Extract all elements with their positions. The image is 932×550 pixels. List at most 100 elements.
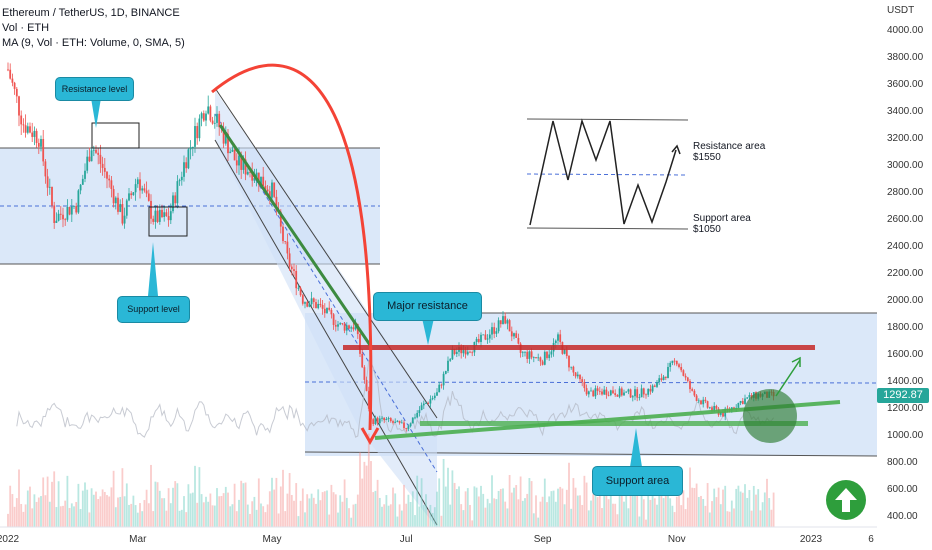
candle-body: [59, 213, 62, 215]
volume-bar: [35, 501, 38, 527]
candle-body: [7, 69, 9, 71]
candle-body: [218, 113, 221, 128]
volume-bar: [535, 495, 537, 527]
volume-bar: [88, 512, 91, 527]
volume-bar: [748, 490, 751, 527]
candle-body: [22, 124, 25, 126]
volume-bar: [246, 504, 249, 527]
volume-bar: [328, 514, 331, 527]
volume-bar: [257, 478, 260, 527]
volume-bar: [706, 483, 709, 527]
volume-bar: [218, 496, 221, 527]
volume-bar: [174, 481, 177, 527]
candle-body: [392, 421, 394, 423]
volume-bar: [411, 491, 414, 527]
volume-bar: [90, 488, 93, 527]
volume-bar: [154, 481, 157, 527]
volume-bar: [383, 504, 386, 527]
candle-body: [51, 186, 53, 206]
candle-body: [704, 399, 707, 402]
volume-bar: [730, 500, 733, 527]
candle-body: [295, 270, 298, 289]
y-tick-label: 3000.00: [887, 160, 924, 171]
volume-bar: [466, 488, 469, 527]
volume-bar: [766, 478, 768, 527]
volume-bar: [180, 509, 183, 527]
candle-body: [310, 298, 313, 305]
candle-body: [299, 287, 302, 296]
candle-body: [323, 308, 326, 314]
volume-bar: [308, 498, 311, 527]
volume-bar: [713, 488, 716, 527]
volume-bar: [638, 516, 641, 527]
volume-bar: [167, 488, 170, 527]
candle-body: [264, 185, 267, 190]
candle-body: [464, 350, 467, 355]
volume-bar: [389, 504, 392, 527]
candle-body: [363, 367, 366, 380]
candle-body: [354, 324, 357, 330]
legend-symbol[interactable]: Ethereum / TetherUS, 1D, BINANCE: [2, 7, 180, 19]
volume-bar: [229, 506, 232, 527]
volume-bar: [240, 480, 243, 527]
candle-body: [537, 357, 540, 359]
volume-bar: [499, 488, 502, 527]
volume-bar: [495, 499, 498, 527]
legend-volume[interactable]: Vol · ETH: [2, 22, 50, 34]
volume-bar: [480, 485, 482, 527]
volume-bar: [398, 504, 401, 527]
candle-body: [504, 316, 507, 324]
legend-ma[interactable]: MA (9, Vol · ETH: Volume, 0, SMA, 5): [2, 37, 185, 49]
candle-body: [202, 113, 205, 121]
volume-bar: [407, 494, 410, 527]
volume-bar: [264, 512, 267, 527]
volume-bar: [609, 488, 612, 527]
candle-body: [612, 390, 614, 394]
major-resistance-callout: Major resistance: [373, 292, 482, 321]
volume-bar: [161, 498, 163, 527]
breakout-arrowhead: [791, 356, 801, 367]
candle-body: [722, 412, 724, 417]
volume-bar: [627, 508, 630, 527]
green-trend-1: [218, 124, 372, 346]
volume-bar: [216, 488, 218, 527]
candle-body: [253, 178, 256, 181]
volume-bar: [752, 485, 755, 527]
volume-bar: [722, 489, 724, 527]
candle-body: [163, 212, 166, 218]
volume-bar: [403, 484, 405, 527]
volume-bar: [422, 504, 425, 527]
candle-body: [114, 197, 117, 204]
candle-body: [88, 156, 91, 162]
volume-bar: [97, 499, 100, 527]
volume-bar: [156, 482, 159, 527]
volume-bar: [196, 502, 199, 527]
candle-body: [741, 401, 744, 404]
candle-body: [733, 407, 735, 410]
volume-bar: [361, 478, 364, 527]
candle-body: [429, 399, 432, 404]
volume-bar: [396, 516, 399, 527]
volume-bar: [561, 488, 564, 527]
support-level-callout: Support level: [117, 296, 190, 323]
up-arrow-badge[interactable]: [826, 480, 866, 520]
candle-body: [290, 266, 293, 270]
candle-body: [275, 196, 278, 211]
candle-body: [640, 388, 643, 398]
candle-body: [517, 337, 520, 344]
volume-bar: [603, 496, 606, 527]
volume-bar: [332, 492, 335, 527]
candle-body: [572, 366, 575, 373]
volume-bar: [75, 501, 78, 527]
candle-body: [37, 142, 40, 147]
volume-bar: [348, 508, 350, 527]
volume-bar: [746, 497, 749, 527]
volume-bar: [680, 505, 683, 527]
volume-bar: [717, 487, 720, 527]
volume-bar: [387, 505, 390, 527]
volume-bar: [110, 487, 113, 527]
price-axis[interactable]: [877, 0, 932, 550]
volume-bar: [469, 504, 471, 527]
volume-bar: [128, 504, 130, 527]
